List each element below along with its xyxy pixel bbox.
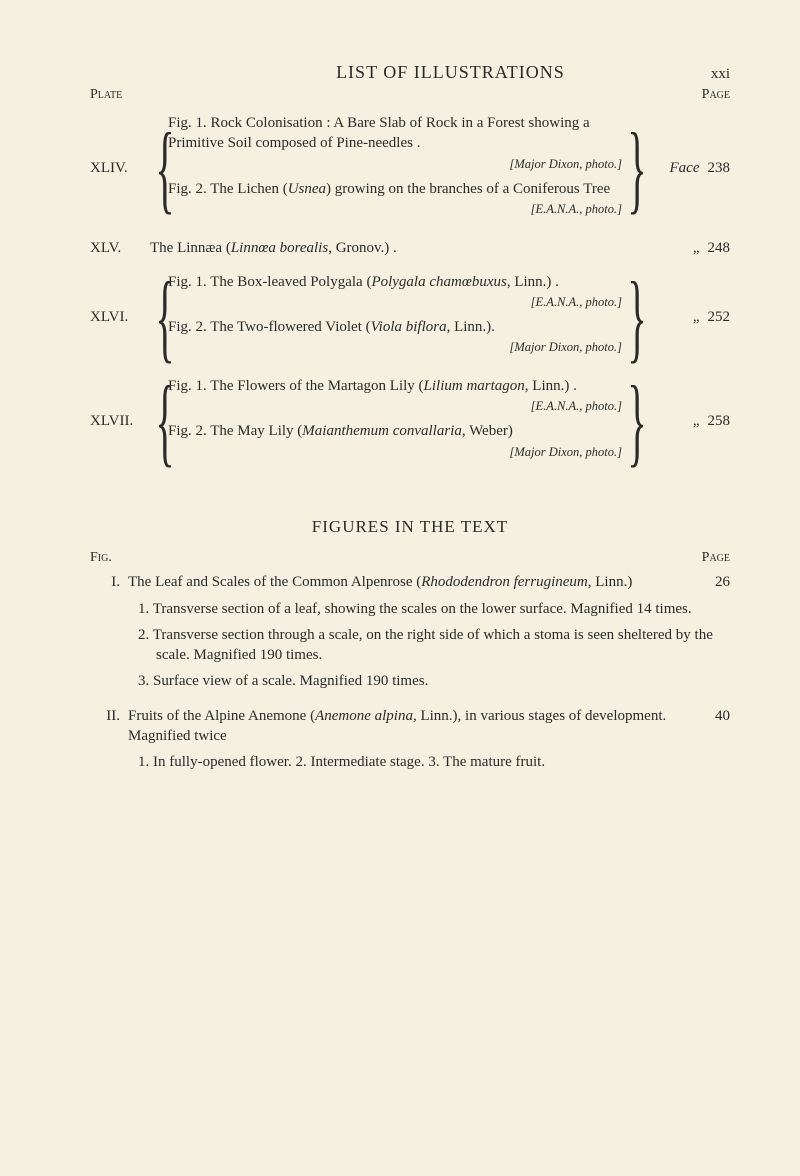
- figure-page: 40: [690, 706, 730, 726]
- figures-header: Fig. Page: [90, 549, 730, 568]
- right-brace-icon: }: [627, 277, 634, 357]
- figure-number: I.: [90, 572, 128, 592]
- page-number: xxi: [711, 64, 730, 84]
- fig-entry: Fig. 1. Rock Colonisation : A Bare Slab …: [168, 113, 622, 172]
- plate-content: Fig. 1. Rock Colonisation : A Bare Slab …: [168, 113, 622, 224]
- plate-content: Fig. 1. The Flowers of the Martagon Lily…: [168, 376, 622, 466]
- plate-xlvi: XLVI. { Fig. 1. The Box-leaved Polygala …: [90, 272, 730, 362]
- fig-label: Fig.: [90, 549, 112, 568]
- plate-number: XLVI.: [90, 307, 150, 327]
- photo-credit: [E.A.N.A., photo.]: [168, 201, 622, 218]
- plate-number: XLIV.: [90, 158, 150, 178]
- page-label: Page: [702, 549, 730, 568]
- photo-credit: [E.A.N.A., photo.]: [168, 294, 622, 311]
- sub-entry: 1. Transverse section of a leaf, showing…: [138, 599, 730, 619]
- page-label: Page: [702, 86, 730, 105]
- figure-content: The Leaf and Scales of the Common Alpenr…: [128, 572, 690, 592]
- face-page: „248: [640, 238, 730, 258]
- subheader: Plate Page: [90, 86, 730, 105]
- left-brace-icon: {: [155, 381, 162, 461]
- text-figure-i: I. The Leaf and Scales of the Common Alp…: [90, 572, 730, 592]
- plate-xliv: XLIV. { Fig. 1. Rock Colonisation : A Ba…: [90, 113, 730, 224]
- right-brace-icon: }: [627, 381, 634, 461]
- photo-credit: [E.A.N.A., photo.]: [168, 398, 622, 415]
- plate-xlv: XLV. The Linnæa (Linnœa borealis, Gronov…: [90, 238, 730, 258]
- page-title: LIST OF ILLUSTRATIONS: [190, 60, 711, 84]
- plate-xlvii: XLVII. { Fig. 1. The Flowers of the Mart…: [90, 376, 730, 466]
- plate-content: Fig. 1. The Box-leaved Polygala (Polygal…: [168, 272, 622, 362]
- plate-content: The Linnæa (Linnœa borealis, Gronov.) .: [150, 238, 640, 258]
- fig-entry: Fig. 1. The Box-leaved Polygala (Polygal…: [168, 272, 622, 311]
- photo-credit: [Major Dixon, photo.]: [168, 444, 622, 461]
- plate-number: XLVII.: [90, 411, 150, 431]
- figures-section-title: FIGURES IN THE TEXT: [90, 516, 730, 539]
- figure-page: 26: [690, 572, 730, 592]
- photo-credit: [Major Dixon, photo.]: [168, 156, 622, 173]
- left-brace-icon: {: [155, 277, 162, 357]
- fig-entry: Fig. 1. The Flowers of the Martagon Lily…: [168, 376, 622, 415]
- right-brace-icon: }: [627, 128, 634, 208]
- sub-entry: 1. In fully-opened flower. 2. Intermedia…: [138, 752, 730, 772]
- figure-number: II.: [90, 706, 128, 726]
- left-brace-icon: {: [155, 128, 162, 208]
- text-figure-ii: II. Fruits of the Alpine Anemone (Anemon…: [90, 706, 730, 747]
- plate-number: XLV.: [90, 238, 150, 258]
- face-page: „258: [640, 411, 730, 431]
- fig-entry: Fig. 2. The May Lily (Maianthemum conval…: [168, 421, 622, 460]
- plate-label: Plate: [90, 86, 122, 105]
- face-page: „252: [640, 307, 730, 327]
- figure-content: Fruits of the Alpine Anemone (Anemone al…: [128, 706, 690, 747]
- fig-entry: Fig. 2. The Lichen (Usnea) growing on th…: [168, 179, 622, 218]
- fig-entry: Fig. 2. The Two-flowered Violet (Viola b…: [168, 317, 622, 356]
- sub-entry: 2. Transverse section through a scale, o…: [138, 625, 730, 666]
- face-page: Face238: [640, 158, 730, 178]
- header-row: LIST OF ILLUSTRATIONS xxi: [90, 60, 730, 84]
- sub-entry: 3. Surface view of a scale. Magnified 19…: [138, 671, 730, 691]
- photo-credit: [Major Dixon, photo.]: [168, 339, 622, 356]
